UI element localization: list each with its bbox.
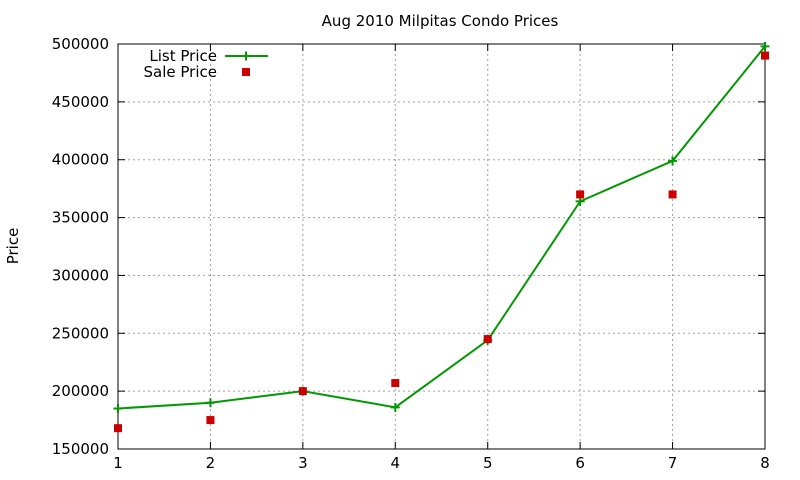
x-tick-label: 4 <box>391 454 401 472</box>
x-tick-label: 7 <box>668 454 678 472</box>
data-point-square <box>669 190 677 198</box>
x-tick-label: 2 <box>206 454 216 472</box>
x-tick-label: 1 <box>113 454 123 472</box>
y-tick-label: 300000 <box>52 266 109 284</box>
data-point-square <box>114 424 122 432</box>
data-point-square <box>391 379 399 387</box>
data-point-square <box>299 387 307 395</box>
y-tick-label: 250000 <box>52 324 109 342</box>
y-tick-label: 400000 <box>52 151 109 169</box>
y-tick-label: 200000 <box>52 382 109 400</box>
x-tick-label: 6 <box>575 454 585 472</box>
x-tick-label: 8 <box>760 454 770 472</box>
legend-label-sale-price: Sale Price <box>144 63 217 81</box>
legend-square-marker <box>242 68 250 76</box>
data-point-square <box>484 335 492 343</box>
y-tick-label: 350000 <box>52 209 109 227</box>
data-point-square <box>761 52 769 60</box>
chart-title: Aug 2010 Milpitas Condo Prices <box>322 12 559 30</box>
data-point-square <box>206 416 214 424</box>
data-point-square <box>576 190 584 198</box>
y-tick-label: 150000 <box>52 440 109 458</box>
x-tick-label: 5 <box>483 454 493 472</box>
y-tick-label: 450000 <box>52 93 109 111</box>
y-tick-label: 500000 <box>52 35 109 53</box>
y-axis-label: Price <box>4 228 22 265</box>
x-tick-label: 3 <box>298 454 308 472</box>
